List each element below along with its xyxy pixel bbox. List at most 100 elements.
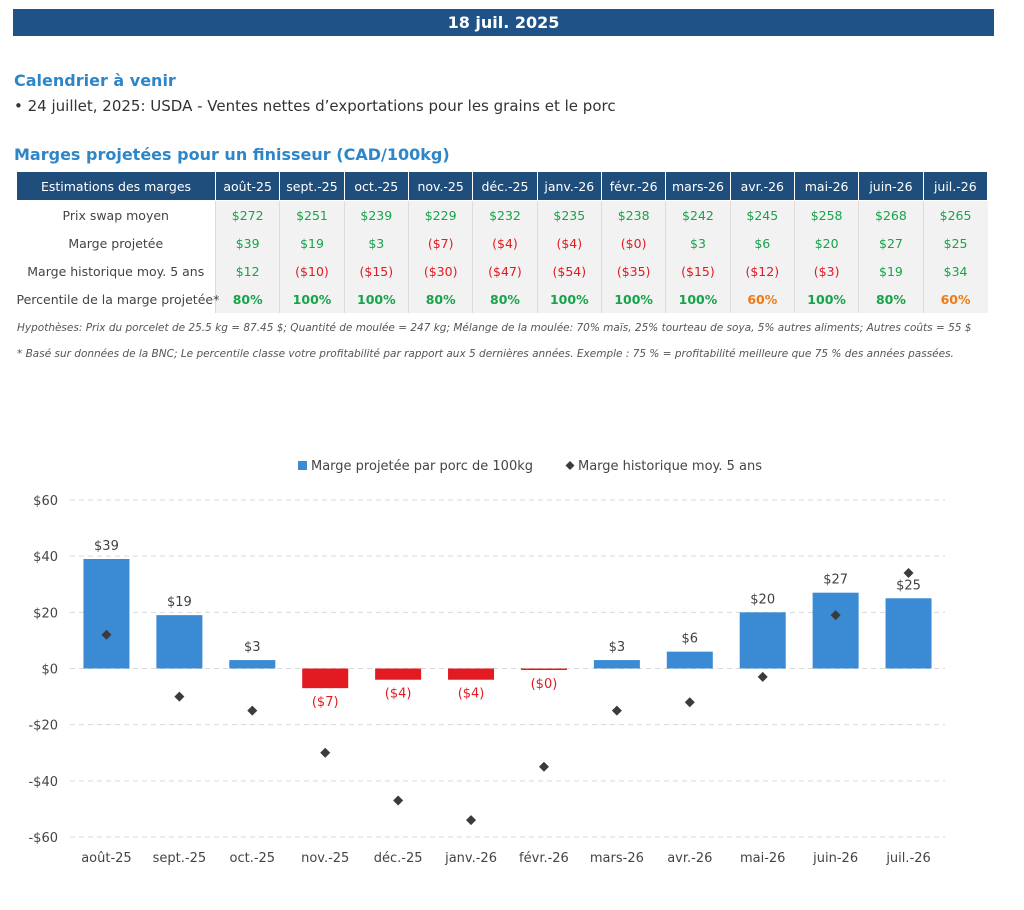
margin-chart: $60 $40 $20 $0 -$20 -$40 -$60 $39 $19 $3 ($7) ($4) (… (28, 459, 945, 866)
table-header-cell: mars-26 (665, 171, 731, 201)
table-cell: $229 (407, 200, 473, 229)
historical-marker (101, 629, 112, 640)
table-cell: $34 (922, 257, 988, 285)
table-cell: $258 (793, 200, 859, 229)
table-row-label: Marge historique moy. 5 ans (16, 257, 216, 285)
bar (885, 598, 932, 669)
footnote: * Basé sur données de la BNC; Le percent… (17, 348, 954, 360)
table-cell: 60% (922, 285, 988, 313)
table-header-cell: juil.-26 (922, 171, 989, 201)
table-cell: $25 (922, 229, 988, 257)
table-header-cell: avr.-26 (729, 171, 795, 201)
table-cell: $251 (279, 200, 345, 229)
table-cell: 80% (858, 285, 924, 313)
table-cell: ($15) (665, 257, 731, 285)
legend-swatch-bars (298, 461, 307, 470)
table-header-cell: janv.-26 (536, 171, 602, 201)
y-tick-label: -$40 (28, 775, 58, 790)
table-cell: 100% (793, 285, 859, 313)
table-cell: ($54) (536, 257, 602, 285)
bar-data-label: $19 (167, 595, 192, 610)
historical-marker (174, 691, 185, 702)
table-cell: $19 (279, 229, 345, 257)
y-tick-label: $0 (41, 663, 58, 678)
table-row-label: Prix swap moyen (16, 200, 216, 229)
table-cell: ($10) (279, 257, 345, 285)
table-header-cell: sept.-25 (279, 171, 345, 201)
table-cell: $272 (214, 200, 280, 229)
table-header-cell: déc.-25 (472, 171, 538, 201)
x-tick-label: sept.-25 (153, 851, 207, 866)
bar (739, 612, 786, 669)
y-tick-label: -$20 (28, 719, 58, 734)
table-cell: $12 (214, 257, 280, 285)
bar (302, 668, 349, 689)
table-cell: $6 (729, 229, 795, 257)
table-header-cell: oct.-25 (343, 171, 409, 201)
table-row: Percentile de la marge projetée* 80% 100% 1… (16, 285, 988, 313)
bar (666, 651, 713, 669)
historical-marker (247, 705, 258, 716)
x-tick-label: janv.-26 (444, 851, 497, 866)
table-cell: 100% (600, 285, 666, 313)
table-body: Prix swap moyen $272 $251 $239 $229 $232 $235 $… (16, 200, 988, 313)
x-tick-label: nov.-25 (301, 851, 349, 866)
table-cell: $238 (600, 200, 666, 229)
bar-data-label: $3 (244, 640, 261, 655)
bar (520, 668, 567, 670)
historical-marker (538, 761, 549, 772)
table-cell: ($0) (600, 229, 666, 257)
x-tick-label: déc.-25 (374, 851, 423, 866)
table-cell: 80% (407, 285, 473, 313)
historical-marker (611, 705, 622, 716)
table-header-cell: août-25 (214, 171, 281, 201)
bar (812, 592, 859, 669)
table-cell: ($47) (472, 257, 538, 285)
table-cell: $265 (922, 200, 988, 229)
table-cell: $235 (536, 200, 602, 229)
table-cell: $27 (858, 229, 924, 257)
table-cell: 80% (214, 285, 280, 313)
table-cell: ($35) (600, 257, 666, 285)
table-cell: 60% (729, 285, 795, 313)
x-tick-label: mars-26 (590, 851, 644, 866)
bar (375, 668, 422, 680)
table-cell: $232 (472, 200, 538, 229)
table-cell: $245 (729, 200, 795, 229)
bar-data-label: $25 (896, 578, 921, 593)
table-cell: $3 (665, 229, 731, 257)
margins-table-title: Marges projetées pour un finisseur (CAD/… (14, 145, 450, 164)
table-cell: $239 (343, 200, 409, 229)
table-header-cell: mai-26 (793, 171, 860, 201)
table-header-cell: nov.-25 (407, 171, 474, 201)
bar (593, 660, 640, 669)
historical-marker (830, 610, 841, 621)
x-tick-label: mai-26 (740, 851, 785, 866)
x-tick-label: avr.-26 (667, 851, 712, 866)
bar (229, 660, 276, 669)
table-header-cell: févr.-26 (600, 171, 667, 201)
historical-marker (320, 747, 331, 758)
table-cell: ($12) (729, 257, 795, 285)
table-cell: 100% (343, 285, 409, 313)
table-cell: ($15) (343, 257, 409, 285)
y-tick-label: $60 (33, 494, 58, 509)
legend-label-bars: Marge projetée par porc de 100kg (311, 459, 533, 474)
bar-data-label: ($0) (531, 677, 558, 692)
bar-data-label: ($7) (312, 695, 339, 710)
legend-label-historical: Marge historique moy. 5 ans (578, 459, 762, 474)
bar-data-label: $39 (94, 539, 119, 554)
table-header-row: Estimations des marges août-25 sept.-25 … (16, 171, 989, 201)
table-cell: 80% (472, 285, 538, 313)
y-tick-label: $40 (33, 550, 58, 565)
table-cell: ($7) (407, 229, 473, 257)
date-banner: 18 juil. 2025 (13, 9, 994, 36)
table-cell: ($4) (472, 229, 538, 257)
historical-marker (903, 568, 914, 579)
table-row-label: Percentile de la marge projetée* (16, 285, 219, 313)
margins-table: Estimations des marges août-25 sept.-25 … (16, 171, 989, 313)
bar-data-label: $27 (823, 573, 848, 588)
table-row: Marge historique moy. 5 ans $12 ($10) ($15)… (16, 257, 988, 285)
table-cell: $242 (665, 200, 731, 229)
x-tick-label: juin-26 (812, 851, 858, 866)
